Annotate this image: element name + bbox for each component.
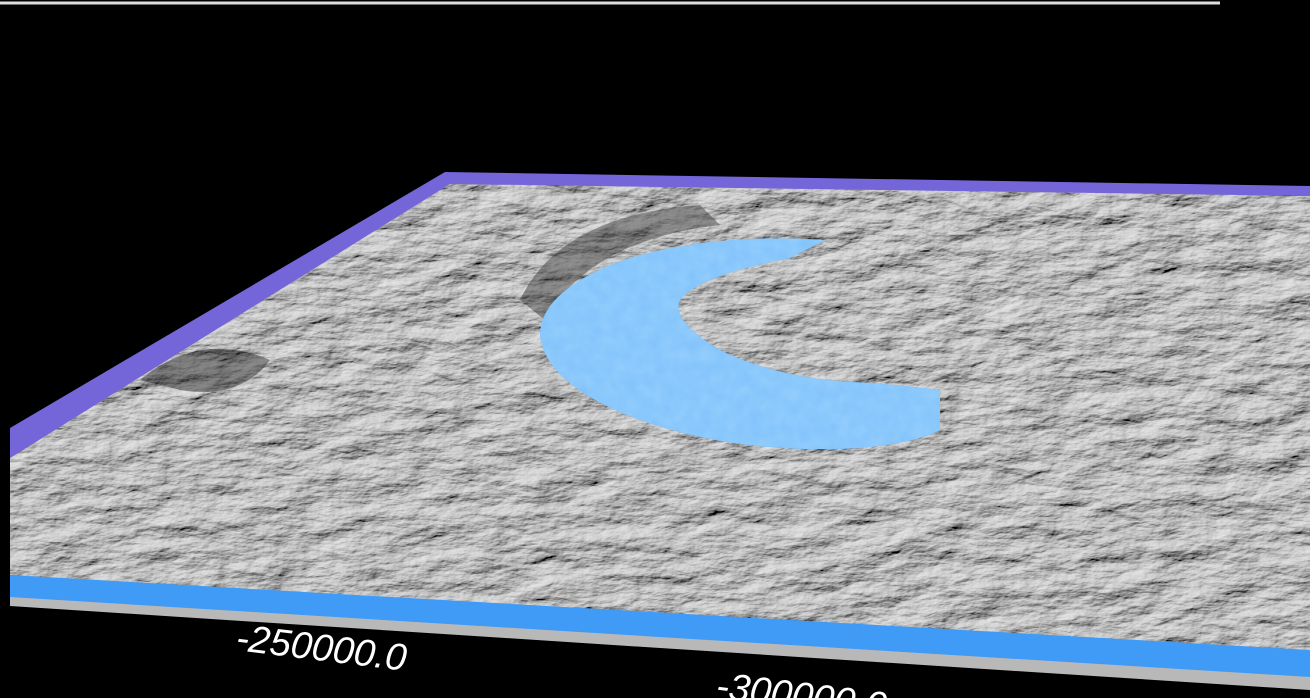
water-texture — [540, 238, 940, 450]
front-base — [10, 597, 1310, 690]
crater-rim — [520, 205, 720, 320]
small-crater — [140, 348, 270, 392]
front-wall — [10, 575, 1310, 680]
back-wall — [10, 172, 1310, 458]
